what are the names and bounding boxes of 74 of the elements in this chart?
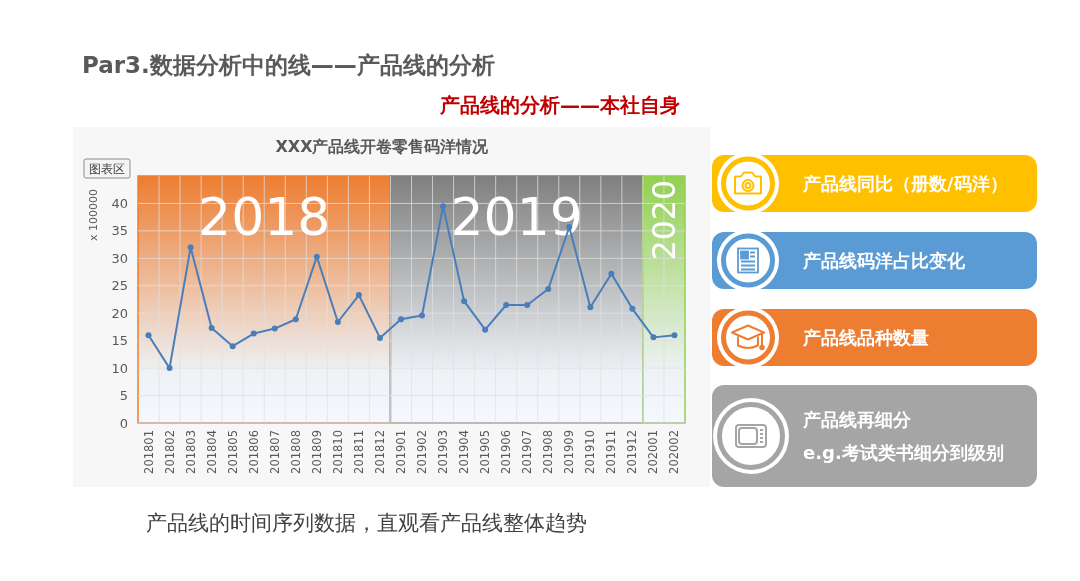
x-tick-label: 201904 — [457, 430, 472, 474]
x-tick-label: 201801 — [141, 430, 156, 474]
point — [355, 292, 362, 299]
point — [313, 253, 320, 260]
x-tick-label: 201911 — [604, 430, 619, 474]
point — [229, 343, 236, 350]
y-tick-label: 40 — [111, 195, 128, 211]
text: 产品线再细分 — [802, 409, 912, 430]
point — [419, 312, 426, 319]
x-tick-label: 201811 — [351, 430, 366, 474]
x-tick-label: 202002 — [667, 430, 682, 474]
point — [208, 325, 215, 332]
x-tick-label: 201903 — [436, 430, 451, 474]
point — [650, 334, 657, 341]
point — [397, 316, 404, 323]
x-tick-label: 201808 — [288, 430, 303, 474]
x-tick-label: 201902 — [415, 430, 430, 474]
x-tick-label: 201805 — [225, 430, 240, 474]
x-tick-label: 201909 — [562, 430, 577, 474]
point — [145, 332, 152, 339]
text: e.g.考试类书细分到级别 — [803, 442, 1004, 463]
x-tick-label: 201809 — [309, 430, 324, 474]
point — [292, 316, 299, 323]
point — [461, 298, 468, 305]
y-tick-label: 15 — [111, 333, 128, 349]
text: 图表区 — [89, 162, 125, 176]
band-label: 2019 — [450, 187, 583, 247]
x-tick-label: 201803 — [183, 430, 198, 474]
text: 产品线的分析——本社自身 — [439, 93, 680, 117]
y-tick-label: 30 — [111, 250, 128, 266]
point — [250, 330, 257, 337]
point — [524, 301, 531, 308]
x-tick-label: 201812 — [372, 430, 387, 474]
y-axis-title: x 100000 — [87, 189, 100, 241]
point — [334, 319, 341, 325]
y-tick-label: 10 — [111, 360, 128, 376]
text: 产品线的时间序列数据，直观看产品线整体趋势 — [146, 511, 587, 535]
x-tick-label: 201905 — [478, 430, 493, 474]
point — [629, 305, 636, 312]
y-tick-label: 35 — [111, 223, 128, 239]
band-label: 2020 — [646, 180, 683, 261]
point — [271, 325, 278, 332]
text: 产品线同比（册数/码洋） — [802, 173, 1008, 194]
point — [545, 286, 552, 293]
x-tick-label: 201810 — [330, 430, 345, 474]
y-tick-label: 20 — [111, 305, 128, 321]
y-tick-label: 0 — [119, 415, 128, 431]
x-tick-label: 201807 — [267, 430, 282, 474]
chart-title: XXX产品线开卷零售码洋情况 — [275, 137, 490, 156]
y-tick-label: 5 — [119, 388, 128, 404]
x-tick-label: 201910 — [583, 430, 598, 474]
x-tick-label: 201906 — [499, 430, 514, 474]
point — [482, 326, 489, 333]
text: 产品线码洋占比变化 — [802, 250, 966, 271]
band-label: 2018 — [198, 187, 331, 247]
point — [166, 365, 173, 372]
x-tick-label: 201802 — [162, 430, 177, 474]
point — [608, 270, 615, 277]
point — [671, 332, 678, 339]
x-tick-label: 201908 — [541, 430, 556, 474]
point — [376, 334, 383, 341]
x-tick-label: 201804 — [204, 430, 219, 474]
x-tick-label: 201806 — [246, 430, 261, 474]
point — [587, 304, 594, 311]
x-tick-label: 202001 — [646, 430, 661, 474]
point — [503, 301, 510, 308]
y-tick-label: 25 — [111, 278, 128, 294]
point — [187, 244, 194, 251]
text: Par3.数据分析中的线——产品线的分析 — [82, 52, 495, 78]
x-tick-label: 201901 — [393, 430, 408, 474]
text: 产品线品种数量 — [802, 327, 929, 348]
x-tick-label: 201912 — [625, 430, 640, 474]
point — [440, 203, 447, 210]
x-tick-label: 201907 — [520, 430, 535, 474]
